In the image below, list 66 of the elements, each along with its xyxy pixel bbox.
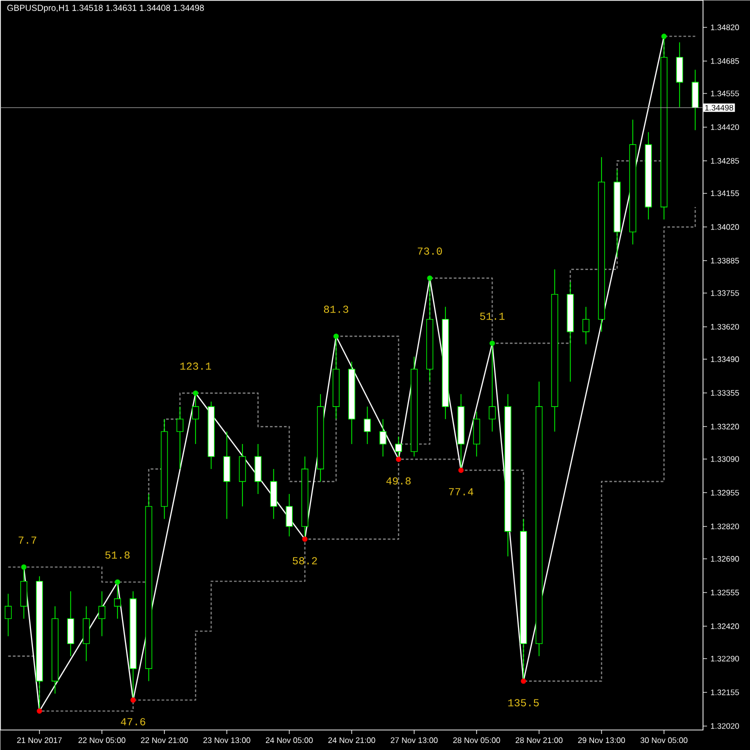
x-tick-label: 30 Nov 05:00 bbox=[640, 737, 688, 744]
point bbox=[36, 708, 42, 714]
annotation: 73.0 bbox=[418, 248, 442, 255]
x-tick-label: 27 Nov 13:00 bbox=[390, 737, 438, 744]
point bbox=[21, 564, 26, 570]
y-tick-label: 1.34820 bbox=[711, 24, 739, 30]
annotation: 77.4 bbox=[449, 488, 474, 496]
y-tick-label: 1.33090 bbox=[711, 456, 739, 462]
annotation: 51.8 bbox=[105, 551, 130, 559]
annotation: 81.3 bbox=[324, 306, 348, 313]
point bbox=[192, 390, 198, 396]
candlestick bbox=[379, 418, 386, 457]
y-tick-label: 1.32820 bbox=[711, 524, 739, 530]
y-tick-label: 1.33220 bbox=[711, 424, 739, 430]
point bbox=[458, 468, 464, 473]
point bbox=[396, 456, 402, 462]
x-tick-label: 24 Nov 05:00 bbox=[266, 737, 313, 744]
annotation: 135.5 bbox=[508, 699, 539, 706]
candlestick bbox=[176, 406, 184, 470]
annotation: 49.8 bbox=[386, 477, 411, 485]
y-tick-label: 1.32290 bbox=[711, 656, 739, 662]
y-tick-label: 1.34420 bbox=[711, 124, 739, 130]
candlestick bbox=[98, 590, 106, 637]
candlestick bbox=[4, 593, 12, 637]
y-tick-label: 1.34555 bbox=[711, 90, 739, 96]
annotation: 58.2 bbox=[292, 557, 317, 564]
y-tick-label: 1.33490 bbox=[711, 356, 739, 362]
y-tick-label: 1.33885 bbox=[711, 258, 739, 264]
point bbox=[302, 536, 308, 542]
x-tick-label: 22 Nov 21:00 bbox=[140, 737, 188, 744]
x-tick-label: 23 Nov 13:00 bbox=[203, 737, 250, 744]
y-tick-label: 1.34685 bbox=[711, 58, 739, 64]
y-tick-label: 1.32690 bbox=[711, 556, 739, 562]
y-tick-label: 1.34285 bbox=[711, 158, 739, 164]
point bbox=[490, 340, 495, 346]
point bbox=[520, 678, 526, 684]
y-tick-label: 1.32420 bbox=[711, 623, 739, 630]
candlestick bbox=[582, 306, 590, 345]
x-tick-label: 28 Nov 05:00 bbox=[453, 737, 500, 744]
y-tick-label: 1.32555 bbox=[711, 590, 739, 596]
candlestick bbox=[286, 494, 293, 537]
annotation: 123.1 bbox=[180, 362, 212, 370]
x-tick-label: 29 Nov 13:00 bbox=[578, 737, 625, 744]
chart-title: GBPUSDpro,H1 1.34518 1.34631 1.34408 1.34498 bbox=[7, 4, 204, 13]
y-tick-label: 1.32020 bbox=[711, 723, 739, 729]
ref-line-label: 1.34498 bbox=[705, 104, 734, 111]
y-tick-label: 1.34155 bbox=[711, 190, 739, 196]
y-tick-label: 1.33755 bbox=[711, 290, 739, 296]
y-tick-label: 1.34020 bbox=[711, 224, 739, 230]
y-tick-label: 1.32155 bbox=[711, 690, 739, 696]
x-tick-label: 28 Nov 21:00 bbox=[516, 737, 563, 744]
x-tick-label: 21 Nov 2017 bbox=[17, 737, 62, 744]
candlestick bbox=[364, 406, 371, 444]
point bbox=[333, 334, 339, 339]
annotation: 7.7 bbox=[18, 536, 36, 544]
point bbox=[114, 579, 120, 585]
x-tick-label: 22 Nov 05:00 bbox=[78, 737, 126, 744]
annotation: 51.1 bbox=[480, 312, 505, 320]
y-tick-label: 1.33620 bbox=[711, 324, 739, 330]
x-tick-label: 24 Nov 21:00 bbox=[328, 737, 376, 744]
y-tick-label: 1.33355 bbox=[711, 390, 739, 396]
point bbox=[661, 34, 667, 39]
annotation: 47.6 bbox=[120, 718, 146, 726]
y-tick-label: 1.32955 bbox=[711, 490, 739, 496]
point bbox=[427, 275, 432, 281]
point bbox=[130, 697, 136, 703]
